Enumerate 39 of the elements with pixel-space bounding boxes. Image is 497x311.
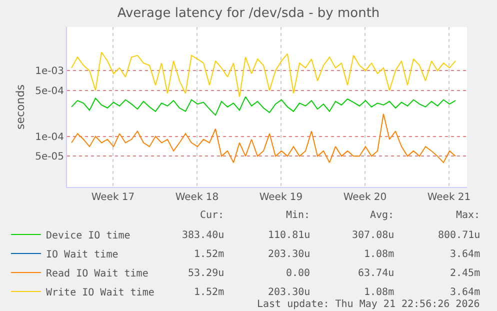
text: Cur: <box>200 210 224 221</box>
legend-label: IO Wait time <box>46 249 118 260</box>
text: 0.00 <box>286 268 310 279</box>
text: 307.08u <box>352 230 394 241</box>
text: 203.30u <box>268 287 310 298</box>
legend-label: Device IO time <box>46 230 130 242</box>
text: 800.71u <box>438 230 480 241</box>
x-tick-label: Week 19 <box>259 192 303 203</box>
text: 1.08m <box>364 249 394 260</box>
line-series <box>71 113 456 164</box>
text: 110.81u <box>268 230 310 241</box>
text: 53.29u <box>188 268 224 279</box>
text: 1.52m <box>194 287 224 298</box>
line-series <box>71 96 456 116</box>
text: 203.30u <box>268 249 310 260</box>
y-tick-label: 1e-03 <box>35 66 64 78</box>
x-tick-label: Week 20 <box>343 192 387 203</box>
x-tick-label: Week 17 <box>91 192 135 203</box>
text: Avg: <box>370 210 394 221</box>
text: 383.40u <box>182 230 224 241</box>
y-tick-label: 5e-05 <box>35 152 64 163</box>
text: 2.45m <box>450 268 480 279</box>
x-tick-label: Week 21 <box>427 192 471 203</box>
y-tick-label: 1e-04 <box>35 132 64 143</box>
legend-label: Read IO Wait time <box>46 268 148 280</box>
text: 1.52m <box>194 249 224 260</box>
chart-title: Average latency for /dev/sda - by month <box>117 6 380 22</box>
text: 3.64m <box>450 249 480 260</box>
y-tick-label: 5e-04 <box>35 86 64 97</box>
line-series <box>71 52 456 98</box>
text: 63.74u <box>358 268 394 279</box>
x-tick-label: Week 18 <box>175 192 219 203</box>
text: 3.64m <box>450 287 480 298</box>
y-axis-title: seconds <box>14 84 27 130</box>
text: Max: <box>456 210 480 221</box>
text: 1.08m <box>364 287 394 298</box>
legend-label: Write IO Wait time <box>46 287 154 298</box>
text: Last update: Thu May 21 22:56:26 2026 <box>257 299 480 310</box>
text: Min: <box>286 210 310 221</box>
